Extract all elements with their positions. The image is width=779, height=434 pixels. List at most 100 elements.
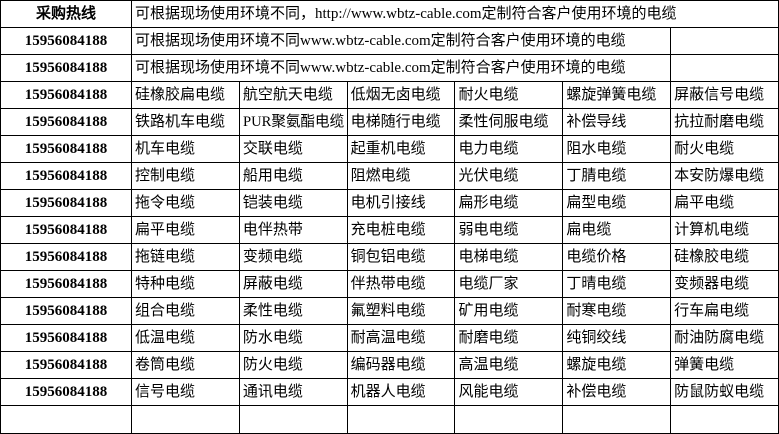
table-row-empty [0, 405, 779, 434]
product-cell: 铁路机车电缆 [131, 108, 240, 136]
phone-cell: 15956084188 [0, 216, 132, 244]
product-cell: 耐火电缆 [670, 135, 779, 163]
product-cell: 防鼠防蚁电缆 [670, 378, 779, 406]
product-cell: 氟塑料电缆 [346, 297, 456, 325]
product-cell: 柔性电缆 [238, 297, 348, 325]
product-cell: 铠装电缆 [238, 189, 348, 217]
product-cell: 弹簧电缆 [670, 351, 779, 379]
product-cell: 扁型电缆 [562, 189, 672, 217]
table-row: 15956084188 扁平电缆 电伴热带 充电桩电缆 弱电电缆 扁电缆 计算机… [0, 216, 779, 244]
product-cell: 纯铜绞线 [562, 324, 672, 352]
product-cell: 低温电缆 [131, 324, 240, 352]
table-row: 15956084188 组合电缆 柔性电缆 氟塑料电缆 矿用电缆 耐寒电缆 行车… [0, 297, 779, 325]
product-cell: 控制电缆 [131, 162, 240, 190]
phone-cell [0, 405, 132, 434]
product-cell: 柔性伺服电缆 [454, 108, 564, 136]
product-cell: 电机引接线 [346, 189, 456, 217]
product-cell: 屏蔽电缆 [238, 270, 348, 298]
product-cell: 防火电缆 [238, 351, 348, 379]
table-row: 15956084188 拖令电缆 铠装电缆 电机引接线 扁形电缆 扁型电缆 扁平… [0, 189, 779, 217]
product-cell: 铜包铝电缆 [346, 243, 456, 271]
product-cell: 卷筒电缆 [131, 351, 240, 379]
phone-cell: 15956084188 [0, 324, 132, 352]
product-cell: 扁电缆 [562, 216, 672, 244]
phone-cell: 15956084188 [0, 81, 132, 109]
table-row: 15956084188 硅橡胶扁电缆 航空航天电缆 低烟无卤电缆 耐火电缆 螺旋… [0, 81, 779, 109]
blank-cell [670, 54, 779, 82]
product-cell: 丁晴电缆 [562, 270, 672, 298]
phone-cell: 15956084188 [0, 162, 132, 190]
product-cell: 船用电缆 [238, 162, 348, 190]
product-cell: 抗拉耐磨电缆 [670, 108, 779, 136]
product-cell: 矿用电缆 [454, 297, 564, 325]
product-cell: 防水电缆 [238, 324, 348, 352]
phone-cell: 15956084188 [0, 108, 132, 136]
product-cell: 通讯电缆 [238, 378, 348, 406]
table-row-note-1: 15956084188 可根据现场使用环境不同www.wbtz-cable.co… [0, 27, 779, 55]
product-cell: 光伏电缆 [454, 162, 564, 190]
phone-cell: 15956084188 [0, 54, 132, 82]
product-cell: 高温电缆 [454, 351, 564, 379]
product-cell: 拖链电缆 [131, 243, 240, 271]
product-cell: 耐火电缆 [454, 81, 564, 109]
table-row: 15956084188 拖链电缆 变频电缆 铜包铝电缆 电梯电缆 电缆价格 硅橡… [0, 243, 779, 271]
phone-cell: 15956084188 [0, 351, 132, 379]
table-row: 15956084188 机车电缆 交联电缆 起重机电缆 电力电缆 阻水电缆 耐火… [0, 135, 779, 163]
product-cell: 风能电缆 [454, 378, 564, 406]
product-cell: 螺旋电缆 [562, 351, 672, 379]
product-cell [670, 405, 779, 434]
product-cell: 阻水电缆 [562, 135, 672, 163]
table-row-note-2: 15956084188 可根据现场使用环境不同www.wbtz-cable.co… [0, 54, 779, 82]
product-cell: 补偿导线 [562, 108, 672, 136]
product-cell [346, 405, 456, 434]
product-cell: 电缆价格 [562, 243, 672, 271]
table-row: 15956084188 信号电缆 通讯电缆 机器人电缆 风能电缆 补偿电缆 防鼠… [0, 378, 779, 406]
product-cell: 耐寒电缆 [562, 297, 672, 325]
product-cell: PUR聚氨酯电缆 [238, 108, 348, 136]
product-cell: 耐磨电缆 [454, 324, 564, 352]
product-cell: 机器人电缆 [346, 378, 456, 406]
product-cell: 屏蔽信号电缆 [670, 81, 779, 109]
table-row: 15956084188 铁路机车电缆 PUR聚氨酯电缆 电梯随行电缆 柔性伺服电… [0, 108, 779, 136]
product-cell: 耐高温电缆 [346, 324, 456, 352]
product-cell: 电梯电缆 [454, 243, 564, 271]
product-cell: 补偿电缆 [562, 378, 672, 406]
product-cell: 低烟无卤电缆 [346, 81, 456, 109]
product-cell: 扁平电缆 [131, 216, 240, 244]
product-cell: 硅橡胶扁电缆 [131, 81, 240, 109]
blank-cell [670, 27, 779, 55]
product-cell [454, 405, 564, 434]
phone-cell: 15956084188 [0, 378, 132, 406]
phone-cell: 15956084188 [0, 189, 132, 217]
product-cell: 丁腈电缆 [562, 162, 672, 190]
product-cell: 交联电缆 [238, 135, 348, 163]
product-cell: 电梯随行电缆 [346, 108, 456, 136]
hotline-label-cell: 采购热线 [0, 0, 132, 28]
banner-note-cell: 可根据现场使用环境不同，http://www.wbtz-cable.com定制符… [131, 0, 779, 28]
product-cell: 螺旋弹簧电缆 [562, 81, 672, 109]
product-cell: 组合电缆 [131, 297, 240, 325]
product-cell: 起重机电缆 [346, 135, 456, 163]
product-cell: 充电桩电缆 [346, 216, 456, 244]
product-cell: 变频电缆 [238, 243, 348, 271]
product-cell: 弱电电缆 [454, 216, 564, 244]
product-cell: 行车扁电缆 [670, 297, 779, 325]
product-cell [562, 405, 672, 434]
product-cell: 扁平电缆 [670, 189, 779, 217]
product-cell: 硅橡胶电缆 [670, 243, 779, 271]
product-cell: 信号电缆 [131, 378, 240, 406]
product-cell: 计算机电缆 [670, 216, 779, 244]
table-row-header: 采购热线 可根据现场使用环境不同，http://www.wbtz-cable.c… [0, 0, 779, 28]
phone-cell: 15956084188 [0, 135, 132, 163]
product-cell: 航空航天电缆 [238, 81, 348, 109]
product-cell [131, 405, 240, 434]
table-row: 15956084188 控制电缆 船用电缆 阻燃电缆 光伏电缆 丁腈电缆 本安防… [0, 162, 779, 190]
phone-cell: 15956084188 [0, 297, 132, 325]
product-cell: 电力电缆 [454, 135, 564, 163]
phone-cell: 15956084188 [0, 270, 132, 298]
product-cell: 耐油防腐电缆 [670, 324, 779, 352]
product-cell: 本安防爆电缆 [670, 162, 779, 190]
product-cell: 电伴热带 [238, 216, 348, 244]
